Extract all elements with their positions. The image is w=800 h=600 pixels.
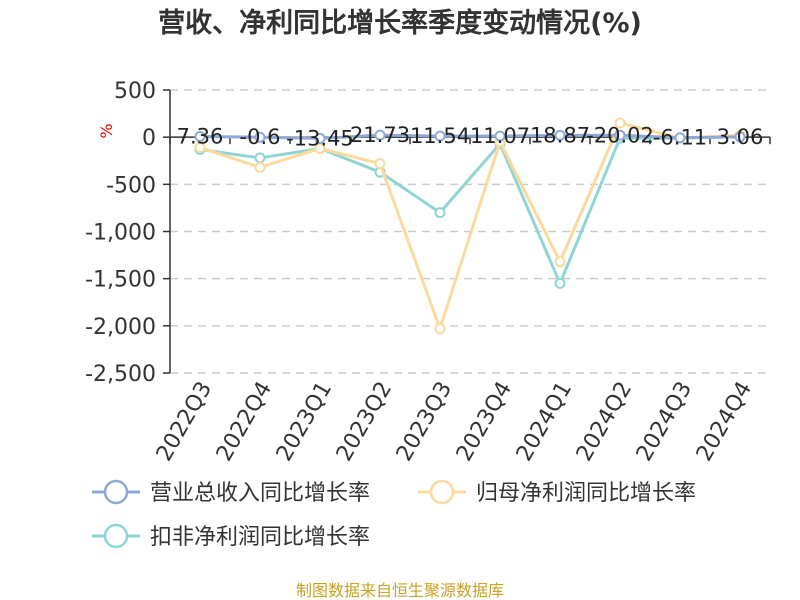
data-label: 11.54 <box>410 124 470 148</box>
legend-label: 归母净利润同比增长率 <box>476 481 696 506</box>
data-point <box>254 161 266 173</box>
data-point <box>434 207 446 219</box>
data-point <box>254 131 266 143</box>
y-axis-unit: % <box>97 123 116 138</box>
data-label: 18.87 <box>530 123 590 147</box>
data-label: -20.02 <box>586 123 654 147</box>
legend-swatch-marker <box>103 523 129 549</box>
data-label: 7.36 <box>177 124 224 148</box>
y-tick-label: -1,500 <box>85 268 156 293</box>
data-label: -0.6 <box>240 125 281 149</box>
data-point <box>674 132 686 144</box>
data-point <box>374 158 386 170</box>
y-tick-label: -2,000 <box>85 315 156 340</box>
data-point <box>314 132 326 144</box>
legend-swatch-marker <box>429 479 455 505</box>
y-tick-label: 0 <box>142 126 156 151</box>
legend-item[interactable]: 营业总收入同比增长率 <box>92 479 370 506</box>
data-label: 3.06 <box>717 125 764 149</box>
legend-label: 营业总收入同比增长率 <box>150 481 370 506</box>
data-label: 21.73 <box>350 123 410 147</box>
data-point <box>194 142 206 154</box>
y-axis-ticks: 500 0 -500 -1,000 -1,500 -2,000 -2,500 <box>85 79 156 387</box>
legend-item[interactable]: 归母净利润同比增长率 <box>418 479 696 506</box>
data-point <box>314 142 326 154</box>
x-tick-label: 2024Q3 <box>632 378 697 466</box>
series-line <box>199 133 741 140</box>
data-point <box>614 129 626 141</box>
y-tick-label: -500 <box>106 173 156 198</box>
chart-title: 营收、净利同比增长率季度变动情况(%) <box>158 7 642 39</box>
data-label: -13.45 <box>286 126 354 150</box>
series-line <box>199 121 741 334</box>
x-tick-label: 2024Q4 <box>692 378 757 466</box>
data-point <box>434 130 446 142</box>
data-label: 11.07 <box>470 124 530 148</box>
x-tick-label: 2023Q1 <box>272 378 337 466</box>
y-tick-label: -1,000 <box>85 221 156 246</box>
data-point <box>434 323 446 335</box>
x-axis-ticks: 2022Q32022Q42023Q12023Q22023Q32023Q42024… <box>152 378 757 466</box>
data-point <box>194 130 206 142</box>
legend-label: 扣非净利润同比增长率 <box>150 525 370 550</box>
series-lines <box>194 117 746 335</box>
legend-swatch-marker <box>103 479 129 505</box>
data-point <box>494 130 506 142</box>
x-tick-label: 2022Q3 <box>152 378 217 466</box>
x-tick-label: 2022Q4 <box>212 378 277 466</box>
data-label: -6.11 <box>653 126 707 150</box>
data-point <box>614 117 626 129</box>
y-tick-label: 500 <box>114 79 156 104</box>
source-note: 制图数据来自恒生聚源数据库 <box>296 581 504 600</box>
x-tick-label: 2023Q2 <box>332 378 397 466</box>
legend-item[interactable]: 扣非净利润同比增长率 <box>92 523 370 550</box>
series-line <box>199 134 741 288</box>
data-point <box>554 256 566 268</box>
x-tick-label: 2024Q1 <box>512 378 577 466</box>
data-point <box>734 131 746 143</box>
data-point <box>554 129 566 141</box>
x-tick-label: 2023Q3 <box>392 378 457 466</box>
x-tick-label: 2024Q2 <box>572 378 637 466</box>
data-point <box>554 277 566 289</box>
data-point <box>374 129 386 141</box>
x-tick-label: 2023Q4 <box>452 378 517 466</box>
data-point <box>254 152 266 164</box>
y-tick-label: -2,500 <box>85 362 156 387</box>
